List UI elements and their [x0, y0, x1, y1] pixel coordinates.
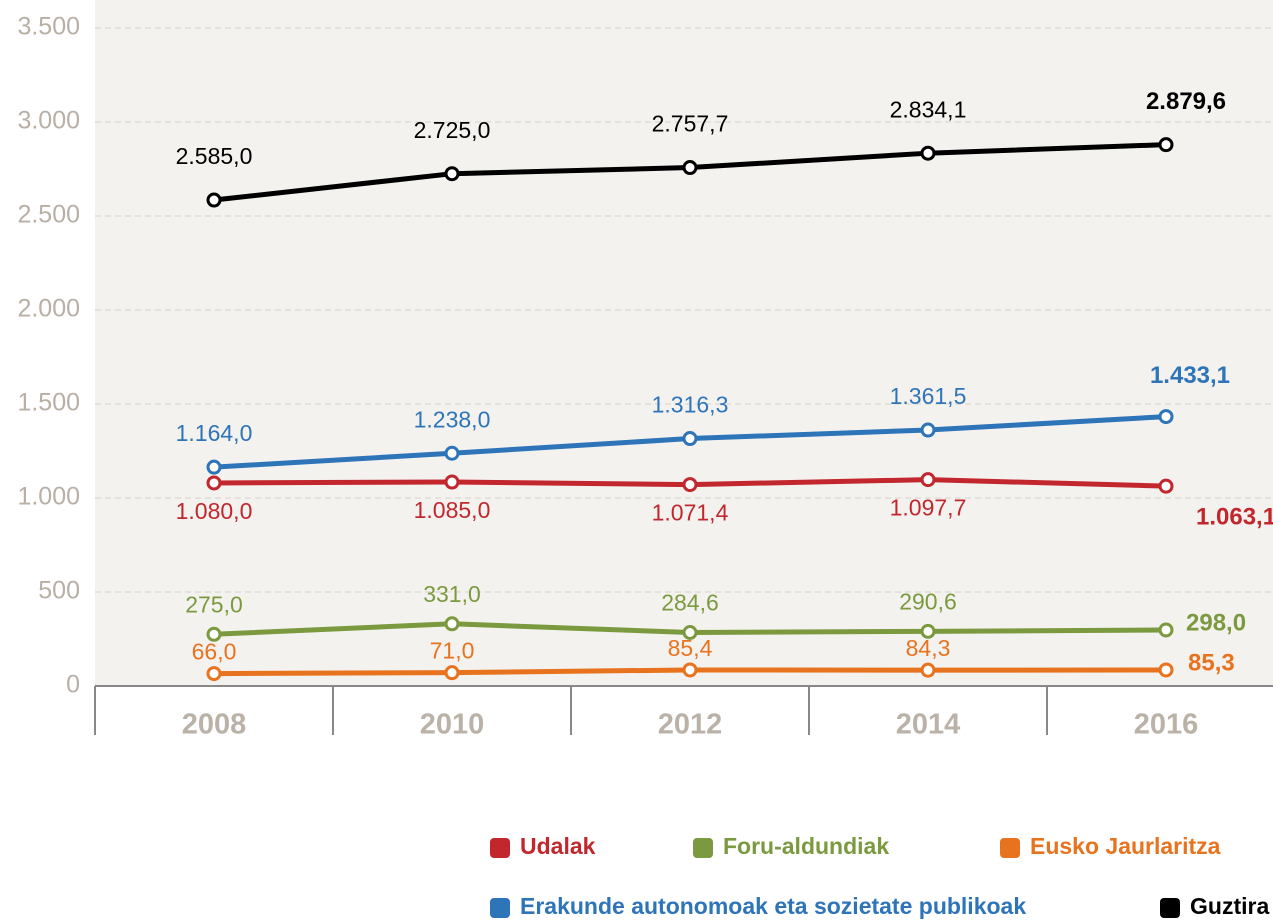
value-label: 1.164,0: [176, 420, 253, 446]
value-label: 275,0: [185, 591, 243, 617]
legend-swatch: [490, 838, 510, 858]
value-label: 331,0: [423, 581, 481, 607]
value-label: 85,4: [668, 635, 713, 661]
point: [920, 422, 936, 438]
x-tick-label: 2016: [1134, 709, 1199, 741]
point: [1158, 137, 1174, 153]
legend-swatch: [1000, 838, 1020, 858]
legend-label: Eusko Jaurlaritza: [1030, 833, 1221, 859]
y-tick-label: 2.000: [17, 295, 80, 323]
value-label: 1.071,4: [652, 500, 729, 526]
y-tick-label: 1.000: [17, 483, 80, 511]
legend-label: Udalak: [520, 833, 596, 859]
point: [1158, 478, 1174, 494]
y-tick-label: 0: [66, 671, 80, 699]
y-tick-label: 3.500: [17, 13, 80, 41]
point: [682, 662, 698, 678]
value-label: 1.238,0: [414, 406, 491, 432]
plot-background: [95, 0, 1273, 686]
legend-swatch: [490, 898, 510, 918]
point: [206, 192, 222, 208]
legend-label: Guztira: [1190, 893, 1269, 919]
point: [444, 166, 460, 182]
point: [206, 626, 222, 642]
point: [444, 665, 460, 681]
value-label: 2.725,0: [414, 117, 491, 143]
legend-label: Foru-aldundiak: [723, 833, 889, 859]
value-label: 1.097,7: [890, 495, 967, 521]
point: [682, 160, 698, 176]
value-label: 1.063,1: [1196, 503, 1273, 530]
value-label: 2.757,7: [652, 111, 729, 137]
point: [920, 145, 936, 161]
point: [682, 624, 698, 640]
point: [206, 459, 222, 475]
x-tick-label: 2014: [896, 709, 961, 741]
point: [1158, 409, 1174, 425]
point: [920, 623, 936, 639]
value-label: 298,0: [1186, 609, 1246, 636]
point: [920, 472, 936, 488]
legend-swatch: [1160, 898, 1180, 918]
value-label: 66,0: [192, 639, 237, 665]
point: [444, 445, 460, 461]
value-label: 71,0: [430, 638, 475, 664]
value-label: 1.085,0: [414, 497, 491, 523]
point: [920, 662, 936, 678]
value-label: 1.361,5: [890, 383, 967, 409]
value-label: 2.879,6: [1146, 88, 1226, 115]
legend-swatch: [693, 838, 713, 858]
point: [1158, 662, 1174, 678]
value-label: 1.080,0: [176, 498, 253, 524]
value-label: 284,6: [661, 590, 719, 616]
legend-label: Erakunde autonomoak eta sozietate publik…: [520, 893, 1026, 919]
value-label: 2.585,0: [176, 143, 253, 169]
value-label: 84,3: [906, 635, 951, 661]
value-label: 1.316,3: [652, 392, 729, 418]
point: [206, 475, 222, 491]
point: [444, 616, 460, 632]
point: [682, 477, 698, 493]
y-tick-label: 2.500: [17, 201, 80, 229]
point: [206, 666, 222, 682]
x-tick-label: 2010: [420, 709, 485, 741]
point: [682, 431, 698, 447]
value-label: 2.834,1: [890, 96, 967, 122]
y-tick-label: 500: [38, 577, 80, 605]
value-label: 1.433,1: [1150, 362, 1230, 389]
x-tick-label: 2012: [658, 709, 723, 741]
value-label: 85,3: [1188, 649, 1235, 676]
y-tick-label: 1.500: [17, 389, 80, 417]
y-tick-label: 3.000: [17, 107, 80, 135]
point: [1158, 622, 1174, 638]
point: [444, 474, 460, 490]
value-label: 290,6: [899, 588, 957, 614]
x-tick-label: 2008: [182, 709, 247, 741]
